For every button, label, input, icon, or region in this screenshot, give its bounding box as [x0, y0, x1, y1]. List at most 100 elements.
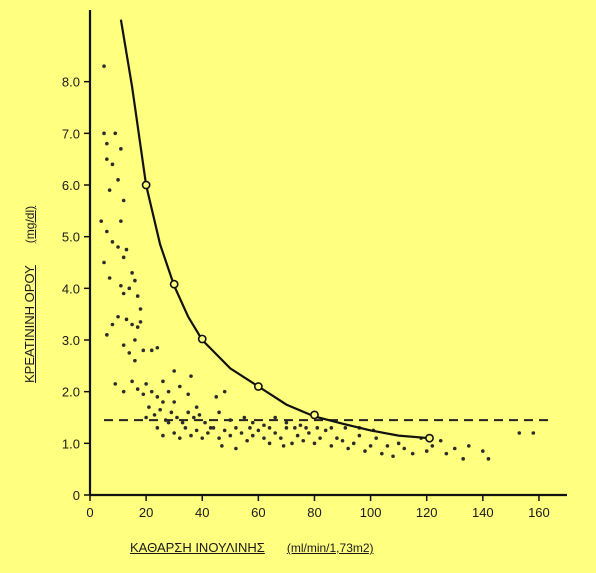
data-point	[192, 415, 196, 420]
data-point	[127, 286, 132, 291]
data-point	[135, 325, 140, 329]
curve-marker	[169, 279, 179, 289]
x-tick-label: 120	[416, 505, 438, 520]
x-tick-label: 60	[251, 505, 265, 520]
curve-marker	[310, 410, 319, 420]
data-point	[180, 420, 185, 425]
data-point	[105, 229, 109, 234]
data-point	[452, 446, 457, 451]
data-point	[127, 351, 132, 355]
data-point	[119, 147, 123, 151]
data-point	[107, 276, 112, 280]
y-axis-label: ΚΡΕΑΤΙΝΙΝΗ ΟΡΟΥ (mg/dl)	[22, 206, 37, 383]
data-point	[234, 426, 238, 430]
data-point	[161, 433, 165, 438]
data-point	[189, 374, 193, 378]
curve-marker	[253, 382, 263, 391]
data-point	[396, 441, 401, 446]
fitted-curve-line	[119, 19, 430, 440]
data-point	[113, 382, 118, 386]
data-point	[343, 426, 348, 430]
data-point	[102, 131, 106, 136]
data-point	[239, 431, 244, 435]
data-point	[172, 369, 176, 373]
x-tick-label: 100	[360, 505, 382, 520]
x-axis-label: ΚΑΘΑΡΣΗ ΙΝΟΥΛΙΝΗΣ (ml/min/1,73m2)	[130, 540, 374, 555]
data-point	[186, 392, 191, 397]
data-point	[250, 433, 255, 438]
data-point	[144, 382, 148, 386]
data-point	[110, 322, 115, 327]
data-point	[177, 384, 182, 389]
data-point	[138, 307, 143, 311]
x-tick-label: 20	[139, 505, 153, 520]
y-tick-label: 8.0	[62, 75, 80, 90]
x-tick-label: 160	[528, 505, 550, 520]
data-point	[141, 392, 146, 397]
data-point	[200, 436, 205, 440]
data-point	[119, 219, 123, 223]
x-tick-label: 0	[86, 505, 93, 520]
data-point	[329, 426, 334, 430]
data-point	[315, 426, 320, 430]
data-point	[357, 433, 362, 438]
data-point	[124, 247, 129, 252]
data-point	[186, 410, 191, 415]
data-point	[147, 405, 151, 409]
data-point	[211, 426, 216, 430]
data-point	[346, 446, 350, 451]
data-point	[161, 379, 165, 384]
data-point	[217, 436, 221, 440]
data-point	[105, 333, 109, 337]
data-point	[169, 410, 174, 415]
data-point	[318, 436, 322, 440]
x-axis-unit: (ml/min/1,73m2)	[286, 541, 374, 555]
data-point	[105, 157, 109, 161]
data-point	[220, 444, 224, 448]
data-point	[133, 358, 137, 363]
data-point	[438, 438, 443, 443]
data-point	[242, 415, 247, 420]
data-point	[228, 418, 233, 422]
data-point	[183, 426, 188, 430]
data-point	[105, 141, 109, 146]
data-point	[172, 431, 176, 435]
chart-ticks: 0 20 40 60 80 100 120 140 160 0 1.0 2.0 3.0 4.0 5.0 6.0…	[62, 75, 550, 520]
data-point	[304, 426, 308, 430]
y-tick-label: 0	[73, 488, 80, 503]
data-point	[262, 423, 266, 428]
x-tick-label: 140	[472, 505, 494, 520]
data-point	[121, 291, 126, 296]
data-point	[284, 420, 289, 425]
data-point	[133, 338, 137, 342]
data-point	[279, 436, 283, 440]
x-tick-label: 40	[195, 505, 209, 520]
data-point	[424, 449, 429, 453]
data-point	[335, 436, 339, 440]
data-point	[267, 426, 272, 430]
data-point	[281, 444, 286, 448]
data-point	[228, 433, 233, 438]
data-point	[295, 433, 300, 438]
data-point	[329, 444, 334, 448]
data-point	[250, 420, 255, 425]
data-point	[175, 415, 179, 420]
data-point	[116, 245, 120, 249]
curve-marker	[141, 180, 151, 190]
data-point	[363, 449, 367, 453]
data-point	[217, 410, 221, 415]
data-point	[107, 188, 112, 192]
data-point	[430, 444, 435, 448]
data-point	[208, 426, 213, 430]
data-point	[155, 345, 160, 350]
y-tick-label: 7.0	[62, 126, 80, 141]
data-point	[121, 255, 126, 260]
y-tick-label: 6.0	[62, 178, 80, 193]
data-point	[301, 438, 306, 443]
data-point	[172, 400, 176, 404]
data-point	[138, 320, 143, 324]
data-point	[155, 426, 160, 430]
data-point	[113, 131, 118, 136]
y-axis-title: ΚΡΕΑΤΙΝΙΝΗ ΟΡΟΥ	[22, 265, 37, 383]
